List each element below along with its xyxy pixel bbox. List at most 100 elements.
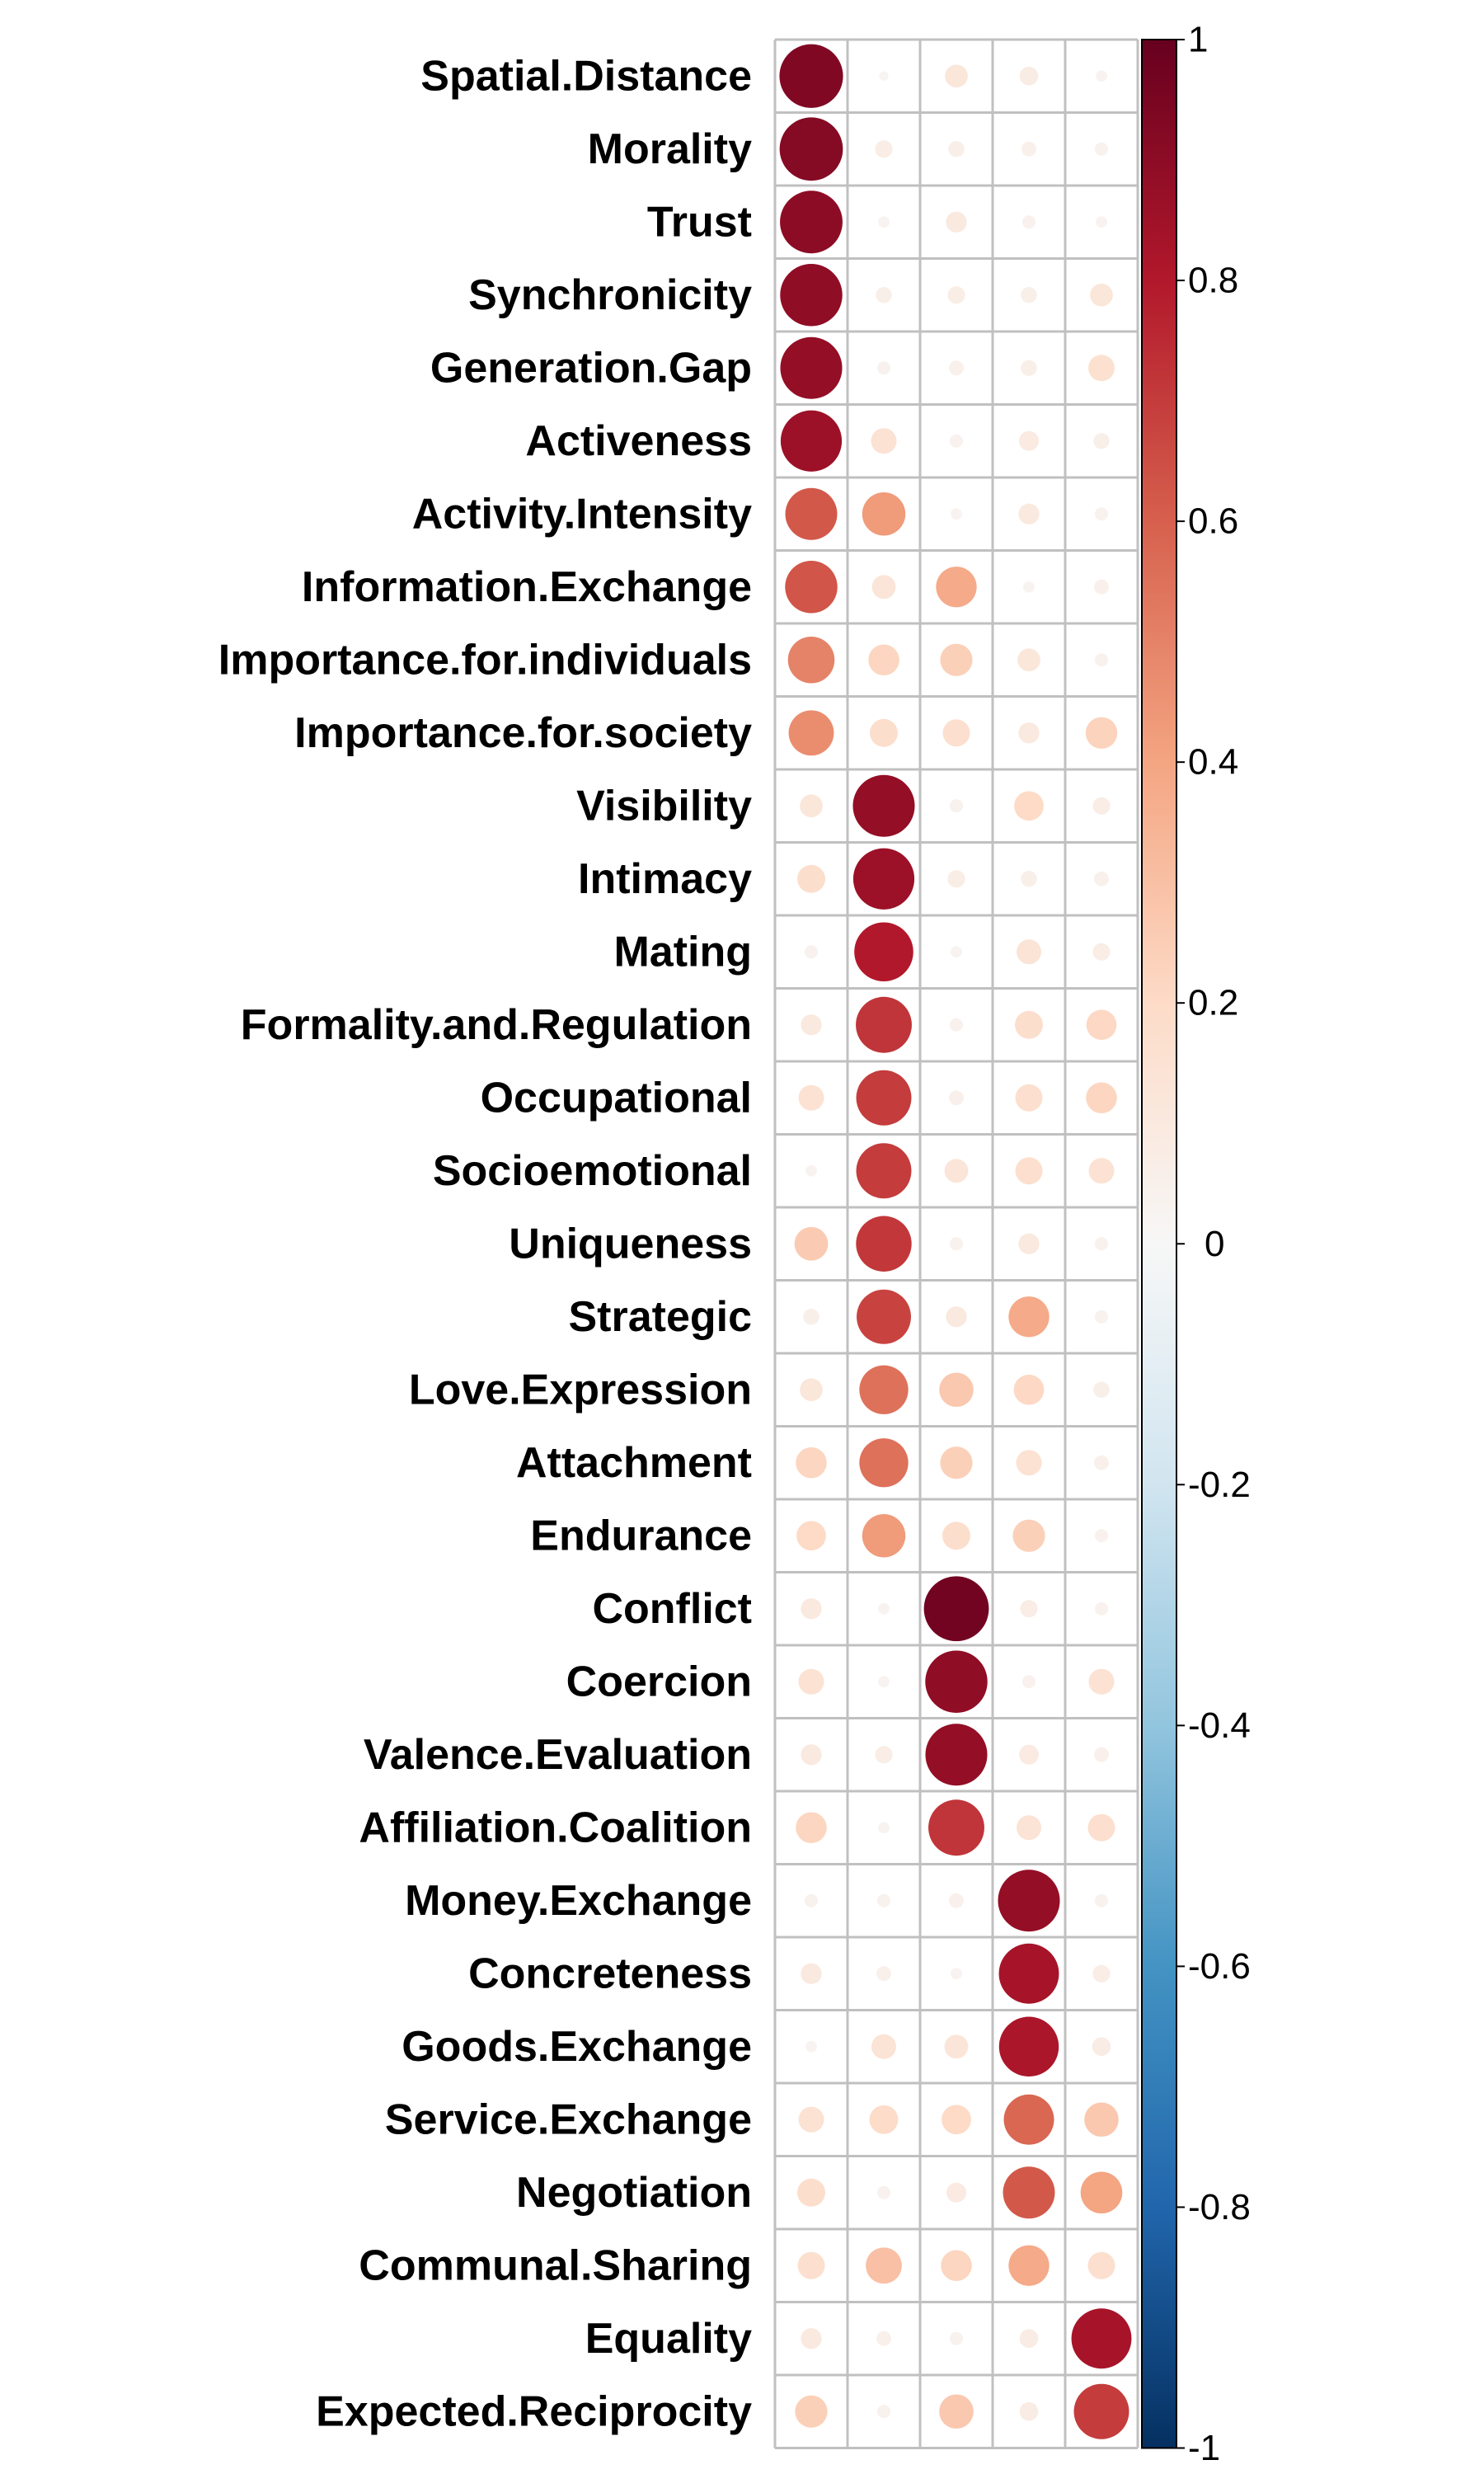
correlation-circle xyxy=(1019,430,1039,451)
correlation-circle xyxy=(951,946,962,958)
correlation-circle xyxy=(939,2394,974,2429)
correlation-circle xyxy=(780,410,843,472)
correlation-circle xyxy=(951,1968,962,1980)
row-label: Conflict xyxy=(592,1585,752,1633)
correlation-circle xyxy=(787,636,835,684)
correlation-circle xyxy=(852,774,915,837)
correlation-circle xyxy=(856,1070,912,1126)
correlation-circle xyxy=(1003,2166,1055,2219)
correlation-circle xyxy=(877,1893,890,1907)
correlation-circle xyxy=(798,1084,824,1111)
colorbar-tick-label: 1 xyxy=(1188,20,1208,60)
row-label: Concreteness xyxy=(468,1950,752,1997)
correlation-circle xyxy=(797,2251,825,2279)
correlation-circle xyxy=(800,1378,823,1402)
correlation-circle xyxy=(878,216,890,228)
correlation-circle xyxy=(801,1598,822,1620)
correlation-circle xyxy=(801,1014,822,1036)
correlation-circle xyxy=(946,2182,966,2203)
correlation-circle xyxy=(1096,216,1107,228)
row-label: Activeness xyxy=(525,417,752,465)
correlation-circle xyxy=(1016,1450,1042,1476)
row-label: Love.Expression xyxy=(409,1366,752,1413)
correlation-circle xyxy=(1095,1310,1108,1324)
correlation-circle xyxy=(805,945,818,959)
correlation-circle xyxy=(925,1724,988,1786)
correlation-circle xyxy=(1021,870,1037,887)
correlation-circle xyxy=(1087,1813,1115,1841)
correlation-circle xyxy=(796,1446,827,1479)
colorbar-tick-label: -0.2 xyxy=(1188,1465,1251,1505)
correlation-circle xyxy=(871,428,897,454)
correlation-circle xyxy=(1085,717,1118,749)
colorbar-tick-label: 0 xyxy=(1205,1224,1224,1264)
row-label: Service.Exchange xyxy=(385,2095,752,2143)
correlation-circle xyxy=(862,1514,906,1558)
correlation-circle xyxy=(797,864,825,893)
correlation-circle xyxy=(998,1870,1060,1932)
correlation-circle xyxy=(800,794,823,818)
correlation-circle xyxy=(805,1164,817,1177)
correlation-circle xyxy=(1019,66,1039,86)
row-label: Mating xyxy=(613,928,752,976)
row-label: Equality xyxy=(585,2315,752,2363)
row-label: Importance.for.individuals xyxy=(218,636,752,684)
row-label: Visibility xyxy=(576,782,752,830)
correlation-circle xyxy=(1086,1009,1117,1041)
correlation-circle xyxy=(949,1893,964,1908)
correlation-circle xyxy=(923,1576,989,1642)
row-label: Intimacy xyxy=(578,855,752,903)
correlation-circle xyxy=(780,264,843,327)
correlation-circle xyxy=(1013,1374,1045,1405)
correlation-circle xyxy=(1017,1815,1041,1841)
correlation-circle xyxy=(871,2034,896,2059)
correlation-circle xyxy=(801,1963,822,1984)
correlation-circle xyxy=(936,567,977,608)
correlation-circle xyxy=(1021,360,1037,377)
correlation-circle xyxy=(949,360,964,376)
correlation-circle xyxy=(950,1237,963,1251)
correlation-circle xyxy=(1015,1084,1043,1112)
correlation-circle xyxy=(998,2016,1059,2077)
correlation-circle xyxy=(1095,1237,1108,1251)
correlation-circle xyxy=(1087,2251,1115,2279)
correlation-circle xyxy=(805,2040,817,2053)
correlation-circle xyxy=(1018,503,1040,524)
correlation-circle xyxy=(950,799,963,813)
correlation-circle xyxy=(950,434,963,448)
correlation-circle xyxy=(925,1650,988,1713)
colorbar-tick-label: -0.4 xyxy=(1188,1705,1251,1746)
correlation-circle xyxy=(878,1676,890,1688)
row-label: Formality.and.Regulation xyxy=(241,1001,752,1049)
correlation-circle xyxy=(950,2331,963,2345)
correlation-circle xyxy=(940,1446,973,1479)
row-label: Expected.Reciprocity xyxy=(316,2387,752,2435)
correlation-circle xyxy=(868,644,899,676)
colorbar-gradient xyxy=(1142,40,1176,2448)
row-label: Coercion xyxy=(566,1658,752,1705)
correlation-circle xyxy=(1014,791,1044,821)
row-label: Socioemotional xyxy=(433,1147,752,1195)
correlation-circle xyxy=(779,117,843,181)
correlation-circle xyxy=(794,1226,829,1261)
colorbar-tick-label: 0.6 xyxy=(1188,501,1238,542)
correlation-circle xyxy=(854,922,913,982)
correlation-circle xyxy=(941,2250,972,2282)
correlation-circle xyxy=(1092,943,1111,961)
correlation-circle xyxy=(869,2105,899,2134)
row-label: Trust xyxy=(647,198,752,246)
correlation-circle xyxy=(1096,70,1107,82)
correlation-circle xyxy=(949,1090,964,1106)
correlation-circle xyxy=(798,2106,824,2133)
row-label: Activity.Intensity xyxy=(412,490,752,538)
correlation-circle xyxy=(1019,1744,1039,1765)
correlation-circle xyxy=(944,2034,969,2059)
correlation-circle xyxy=(1021,141,1036,157)
row-label: Attachment xyxy=(516,1439,752,1487)
correlation-circle xyxy=(947,870,965,888)
correlation-circle xyxy=(950,1018,963,1032)
correlation-circle xyxy=(1093,1381,1110,1399)
row-label: Affiliation.Coalition xyxy=(359,1804,752,1851)
correlation-circle xyxy=(801,2328,822,2349)
